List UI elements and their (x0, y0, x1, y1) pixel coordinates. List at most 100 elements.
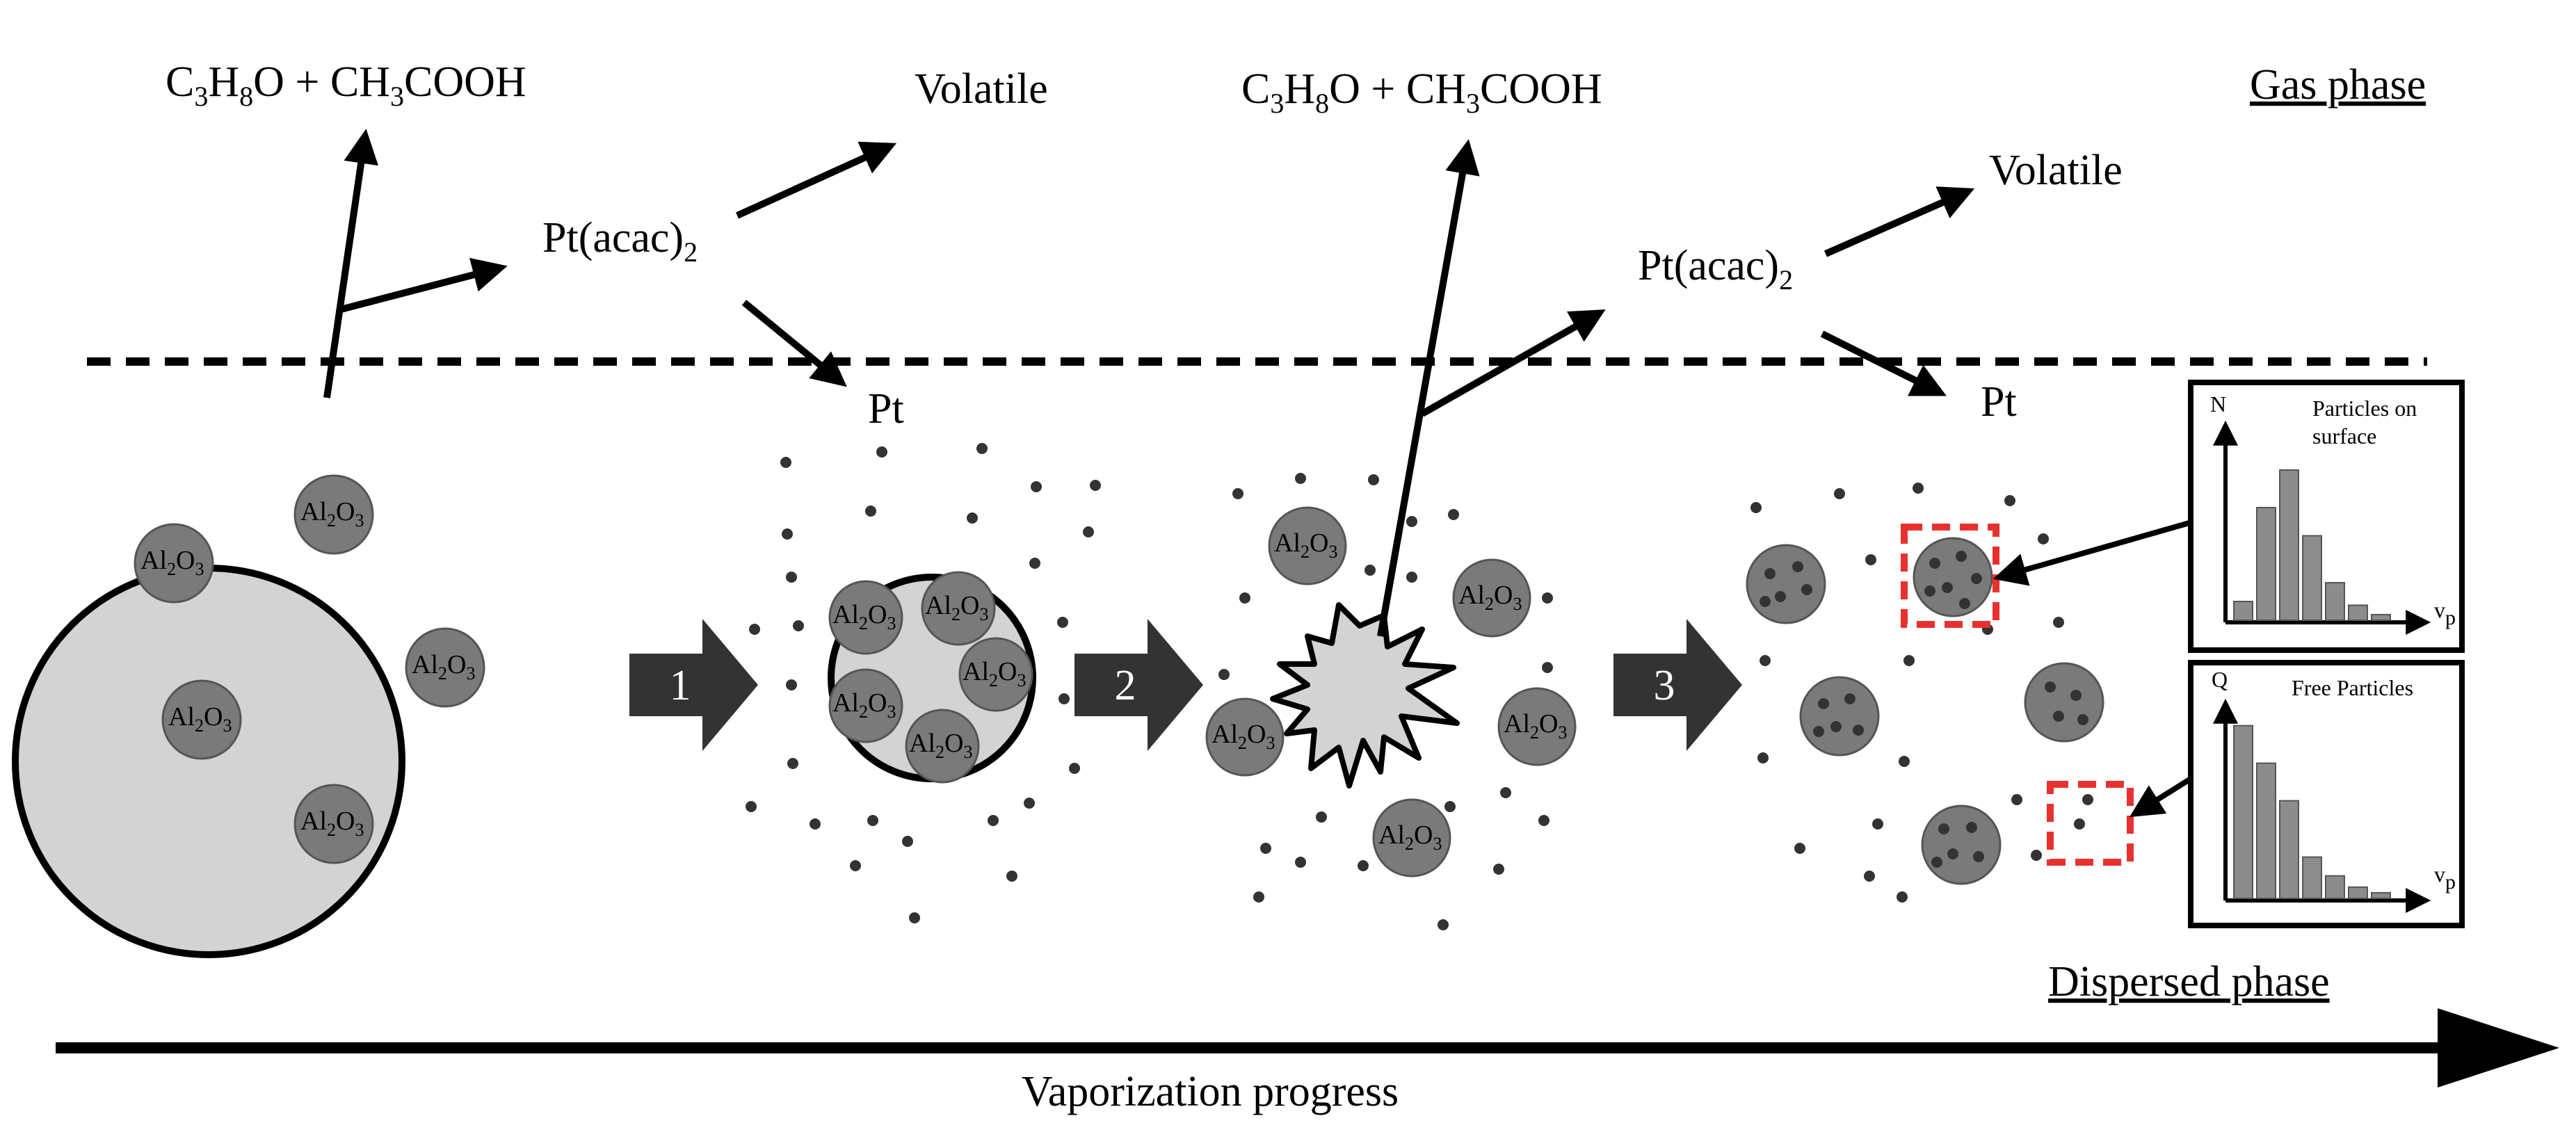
pt-coated-particle (1799, 676, 1880, 757)
pt-nanoparticle (1801, 584, 1812, 595)
pt-nanoparticle (2038, 533, 2049, 544)
alumina-label: Al2O3 (925, 591, 988, 624)
alumina-label: Al2O3 (1504, 709, 1567, 743)
pt-nanoparticle (1971, 573, 1982, 584)
pt-nanoparticle (1872, 818, 1883, 830)
pt-nanoparticle (1232, 488, 1243, 499)
pt-nanoparticle (2011, 794, 2022, 805)
pt-nanoparticle (1903, 655, 1915, 666)
volatile-arrow-2 (1824, 186, 1975, 257)
burst-particles (1205, 506, 1577, 878)
pt-nanoparticle (1024, 798, 1035, 809)
histogram-bar (2371, 891, 2391, 900)
alumina-particle (958, 637, 1033, 712)
alumina-particle (134, 523, 214, 604)
pt-nanoparticle (1444, 801, 1456, 812)
inset-surface-title-line1: Particles on (2312, 396, 2417, 421)
progress-arrow-head (2438, 1008, 2559, 1088)
pt-nanoparticle (780, 457, 791, 468)
pt-nanoparticle (1834, 488, 1845, 499)
histogram-bar (2233, 601, 2253, 621)
pt-nanoparticle (1406, 572, 1417, 583)
alumina-particle (1372, 798, 1451, 878)
volatile-label-2: Volatile (1989, 147, 2123, 194)
pt-nanoparticle (1253, 891, 1264, 903)
histogram-bar (2325, 875, 2345, 899)
inset-surface-particles: N Particles on surface vp (2188, 380, 2465, 653)
pt-nanoparticle (1929, 558, 1940, 569)
pt-nanoparticle (1897, 891, 1908, 903)
pt-nanoparticle (1830, 721, 1842, 732)
pt-nanoparticle (1966, 822, 1977, 833)
alumina-particle (1452, 558, 1531, 638)
pt-nanoparticle (1365, 565, 1376, 576)
alumina-particle (1205, 697, 1285, 777)
pt-nanoparticle (1058, 693, 1070, 704)
alumina-particle (1268, 506, 1347, 585)
initial-droplet-particles (134, 474, 485, 864)
alumina-label: Al2O3 (1274, 528, 1337, 562)
pt-nanoparticle (2031, 850, 2042, 861)
step-number-2: 2 (1115, 662, 1136, 709)
pt-nanoparticle (2004, 495, 2015, 506)
pt-nanoparticle (2053, 617, 2064, 628)
pt-nanoparticle (1406, 516, 1417, 527)
pt-nanoparticle (1760, 596, 1771, 607)
pt-nanoparticle (1760, 655, 1771, 666)
precursor-formula-1: Pt(acac)2 (542, 214, 698, 268)
inset-free-title: Free Particles (2292, 675, 2413, 700)
surface-inset-pointer (1993, 519, 2196, 586)
volatile-label-1: Volatile (915, 65, 1048, 113)
histogram-bar (2325, 582, 2345, 621)
pt-nanoparticle (746, 801, 757, 812)
pt-nanoparticle (976, 443, 988, 454)
pt-nanoparticle (793, 620, 804, 631)
pt-nanoparticle (1090, 480, 1101, 491)
pt-nanoparticle (909, 912, 920, 923)
histogram-bar (2371, 613, 2391, 622)
histogram-bar (2256, 762, 2276, 899)
inset-free-bars (2233, 725, 2391, 900)
progress-label: Vaporization progress (1022, 1068, 1399, 1115)
alumina-label: Al2O3 (832, 600, 896, 633)
solvent-products-formula-1: C3H8O + CH3COOH (166, 58, 526, 112)
histogram-bar (2279, 800, 2299, 899)
pt-on-surface (1760, 551, 2088, 868)
pt-formation-arrow-2 (1820, 330, 1947, 396)
alumina-label: Al2O3 (412, 650, 475, 684)
alumina-particle (293, 474, 374, 555)
pt-nanoparticle (782, 528, 793, 540)
step-arrow-3: 3 (1613, 619, 1742, 751)
pt-nanoparticle (1218, 669, 1230, 680)
pt-nanoparticle (1813, 726, 1824, 737)
pt-nanoparticle (1775, 591, 1786, 602)
pt-nanoparticle (1083, 526, 1094, 537)
pt-nanoparticle (1757, 752, 1769, 763)
pt-nanoparticle (1448, 509, 1459, 520)
burst-droplet (1270, 602, 1460, 789)
shrunk-droplet-particles (828, 571, 1033, 784)
pt-nanoparticle (1818, 698, 1829, 709)
dispersed-phase-label: Dispersed phase (2048, 958, 2330, 1005)
step-arrow-1: 1 (629, 619, 758, 751)
pt-nanoparticle (1865, 554, 1876, 565)
pt-coated-particle (1913, 537, 1993, 617)
alumina-particle (161, 679, 242, 760)
alumina-particle (828, 580, 903, 655)
inset-surface-bars (2233, 469, 2391, 622)
shrunk-droplet-labels: Al2O3 Al2O3 Al2O3 Al2O3 Al2O3 (832, 591, 1026, 762)
pt-nanoparticle (749, 624, 760, 635)
pt-nanoparticle (1031, 481, 1042, 492)
inset-surface-x-label: vp (2434, 597, 2456, 629)
pt-nanoparticle (1794, 843, 1805, 854)
alumina-label: Al2O3 (140, 546, 204, 579)
precursor-evaporation-arrow-2 (1420, 309, 1606, 417)
pt-nanoparticle (1864, 871, 1875, 882)
pt-nanoparticle (1538, 815, 1549, 826)
pt-nanoparticle (850, 860, 861, 871)
solvent-products-formula-2: C3H8O + CH3COOH (1241, 65, 1602, 119)
pt-label-2: Pt (1981, 378, 2017, 426)
pt-nanoparticle (1295, 473, 1306, 484)
pt-nanoparticle (2070, 690, 2082, 701)
step-number-3: 3 (1654, 662, 1675, 709)
